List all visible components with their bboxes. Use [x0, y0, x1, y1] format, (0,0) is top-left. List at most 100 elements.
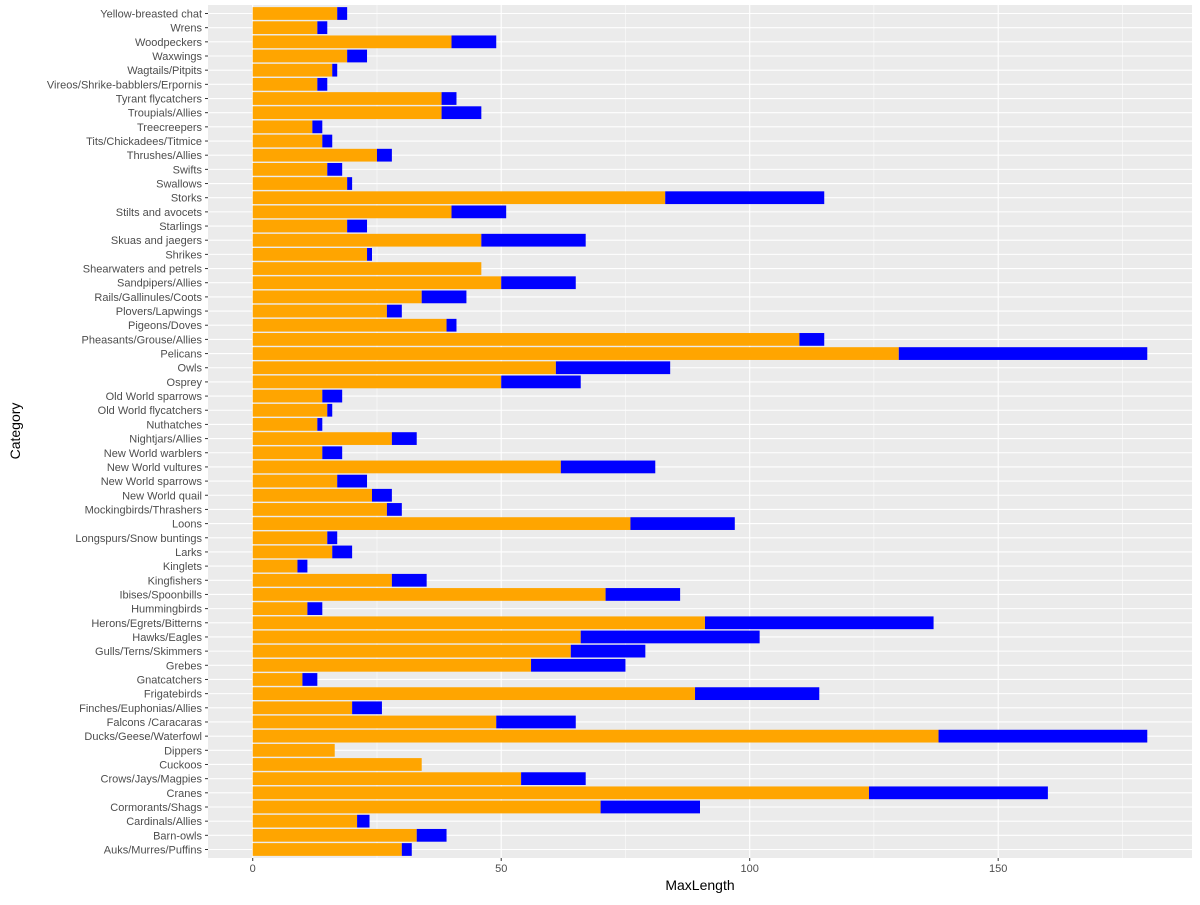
- bar-segment-blue: [372, 488, 392, 502]
- y-tick-label: Dippers: [164, 745, 202, 757]
- bar-segment-orange: [252, 248, 368, 261]
- y-tick-label: Troupials/Allies: [128, 108, 203, 120]
- bar-segment-blue: [332, 545, 353, 559]
- bar-segment-orange: [252, 162, 328, 176]
- bar-segment-blue: [560, 460, 656, 474]
- bar-segment-orange: [252, 531, 328, 545]
- bar-segment-orange: [252, 120, 313, 134]
- bar-segment-orange: [252, 333, 800, 346]
- bar-segment-orange: [252, 92, 442, 105]
- y-tick-label: Wagtails/Pitpits: [127, 65, 202, 77]
- y-tick-label: Waxwings: [152, 51, 202, 63]
- y-tick-label: Gnatcatchers: [137, 674, 203, 686]
- y-tick-label: New World sparrows: [101, 476, 203, 488]
- bar-segment-blue: [357, 814, 370, 828]
- bar-segment-orange: [252, 318, 447, 332]
- bar-segment-blue: [799, 333, 825, 346]
- bar-segment-orange: [252, 361, 556, 375]
- bar-segment-orange: [252, 49, 348, 63]
- y-tick-label: Kinglets: [163, 561, 203, 573]
- bar-segment-orange: [252, 446, 323, 460]
- bar-segment-orange: [252, 503, 387, 516]
- bar-segment-blue: [580, 630, 760, 644]
- y-tick-label: Cuckoos: [159, 759, 202, 771]
- bar-segment-blue: [446, 318, 457, 332]
- y-tick-label: Skuas and jaegers: [111, 235, 203, 247]
- y-tick-label: Cardinals/Allies: [126, 816, 202, 828]
- y-tick-label: Herons/Egrets/Bitterns: [91, 618, 202, 630]
- bar-segment-blue: [391, 432, 417, 445]
- bar-segment-orange: [252, 375, 502, 389]
- bar-segment-orange: [252, 205, 452, 219]
- bar-segment-blue: [501, 375, 581, 389]
- y-tick-label: Vireos/Shrike-babblers/Erpornis: [47, 79, 203, 91]
- y-tick-label: Hummingbirds: [131, 604, 202, 616]
- bar-segment-orange: [252, 630, 581, 644]
- bar-segment-blue: [327, 162, 343, 176]
- bar-segment-blue: [555, 361, 671, 375]
- y-tick-label: Nightjars/Allies: [129, 434, 202, 446]
- bar-segment-blue: [327, 403, 333, 417]
- bar-segment-blue: [347, 219, 368, 233]
- bar-segment-blue: [307, 602, 323, 615]
- y-axis-title: Category: [7, 403, 23, 460]
- bar-segment-orange: [252, 290, 422, 304]
- bar-segment-orange: [252, 474, 338, 488]
- y-tick-label: Wrens: [170, 23, 202, 35]
- bar-segment-blue: [352, 701, 382, 715]
- bar-segment-blue: [441, 106, 482, 120]
- bar-segment-blue: [317, 418, 323, 431]
- bar-segment-orange: [252, 460, 561, 474]
- x-tick-label: 0: [250, 863, 256, 875]
- bar-segment-blue: [630, 517, 735, 530]
- bar-segment-blue: [386, 503, 402, 516]
- bar-segment-orange: [252, 758, 422, 771]
- y-tick-label: Shearwaters and petrels: [83, 264, 203, 276]
- y-tick-label: Falcons /Caracaras: [107, 717, 203, 729]
- y-tick-label: Ducks/Geese/Waterfowl: [84, 731, 202, 743]
- bar-segment-blue: [312, 120, 323, 134]
- y-tick-label: New World vultures: [107, 462, 203, 474]
- y-tick-label: Gulls/Terns/Skimmers: [95, 646, 202, 658]
- bar-segment-orange: [252, 233, 482, 247]
- bar-segment-blue: [501, 276, 576, 290]
- bar-segment-blue: [704, 616, 934, 630]
- y-tick-label: Storks: [171, 193, 203, 205]
- bar-segment-orange: [252, 559, 298, 573]
- bar-segment-orange: [252, 134, 323, 148]
- bar-segment-blue: [868, 786, 1048, 800]
- bar-segment-orange: [252, 800, 601, 814]
- bar-segment-blue: [521, 772, 586, 786]
- bar-segment-orange: [252, 488, 372, 502]
- bar-segment-blue: [665, 191, 825, 205]
- y-tick-label: Plovers/Lapwings: [116, 306, 203, 318]
- bar-segment-blue: [451, 35, 497, 49]
- bar-segment-orange: [252, 673, 303, 686]
- bar-segment-blue: [600, 800, 700, 814]
- y-tick-label: Old World flycatchers: [98, 405, 203, 417]
- bar-segment-orange: [252, 148, 377, 162]
- bar-segment-orange: [252, 658, 532, 672]
- bar-segment-blue: [441, 92, 457, 105]
- bar-segment-orange: [252, 588, 606, 601]
- x-axis-title: MaxLength: [665, 877, 734, 893]
- y-tick-label: Barn-owls: [153, 830, 202, 842]
- bar-segment-orange: [252, 389, 323, 403]
- bar-segment-orange: [252, 743, 335, 757]
- y-tick-label: Nuthatches: [146, 419, 202, 431]
- bar-segment-blue: [337, 474, 368, 488]
- y-tick-label: Tits/Chickadees/Titmice: [86, 136, 202, 148]
- bar-segment-orange: [252, 21, 318, 35]
- bar-segment-orange: [252, 687, 696, 701]
- y-tick-label: Stilts and avocets: [116, 207, 203, 219]
- bar-segment-orange: [252, 276, 502, 290]
- y-tick-label: Auks/Murres/Puffins: [104, 844, 203, 856]
- y-tick-label: Thrushes/Allies: [127, 150, 203, 162]
- bar-segment-blue: [570, 644, 646, 658]
- bar-segment-orange: [252, 729, 939, 743]
- y-tick-label: Osprey: [167, 377, 203, 389]
- y-tick-label: Swifts: [173, 164, 203, 176]
- bar-segment-blue: [391, 573, 427, 587]
- y-tick-label: Yellow-breasted chat: [100, 9, 202, 21]
